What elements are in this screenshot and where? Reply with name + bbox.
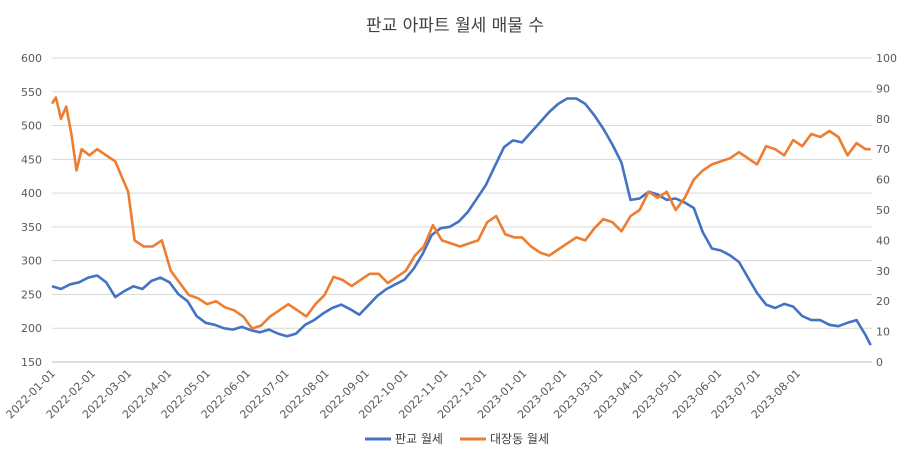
legend: 판교 월세 대장동 월세 (365, 432, 549, 446)
right-tick-label: 90 (876, 82, 890, 95)
series-group (50, 96, 872, 346)
right-tick-label: 50 (876, 204, 890, 217)
right-tick-label: 60 (876, 174, 890, 187)
right-axis-ticks: 0 10 20 30 40 50 60 70 80 90 100 (876, 52, 897, 369)
left-tick-label: 550 (21, 86, 42, 99)
right-tick-label: 0 (876, 356, 883, 369)
left-tick-label: 600 (21, 52, 42, 65)
left-tick-label: 500 (21, 120, 42, 133)
x-axis-ticks: 2022-01-012022-02-012022-03-012022-04-01… (4, 367, 804, 421)
left-tick-label: 200 (21, 322, 42, 335)
left-tick-label: 450 (21, 153, 42, 166)
series-line-0 (51, 97, 872, 346)
left-tick-label: 150 (21, 356, 42, 369)
legend-label-pangyo: 판교 월세 (395, 432, 443, 446)
left-tick-label: 400 (21, 187, 42, 200)
left-tick-label: 350 (21, 221, 42, 234)
right-tick-label: 70 (876, 143, 890, 156)
series-line-1 (50, 96, 871, 330)
right-tick-label: 10 (876, 326, 890, 339)
chart-title: 판교 아파트 월세 매물 수 (366, 16, 544, 36)
right-tick-label: 20 (876, 295, 890, 308)
left-axis-ticks: 150 200 250 300 350 400 450 500 550 600 (21, 52, 42, 369)
legend-label-daejang: 대장동 월세 (490, 432, 549, 446)
right-tick-label: 100 (876, 52, 897, 65)
right-tick-label: 40 (876, 234, 890, 247)
right-tick-label: 30 (876, 265, 890, 278)
left-tick-label: 300 (21, 255, 42, 268)
left-tick-label: 250 (21, 288, 42, 301)
right-tick-label: 80 (876, 113, 890, 126)
